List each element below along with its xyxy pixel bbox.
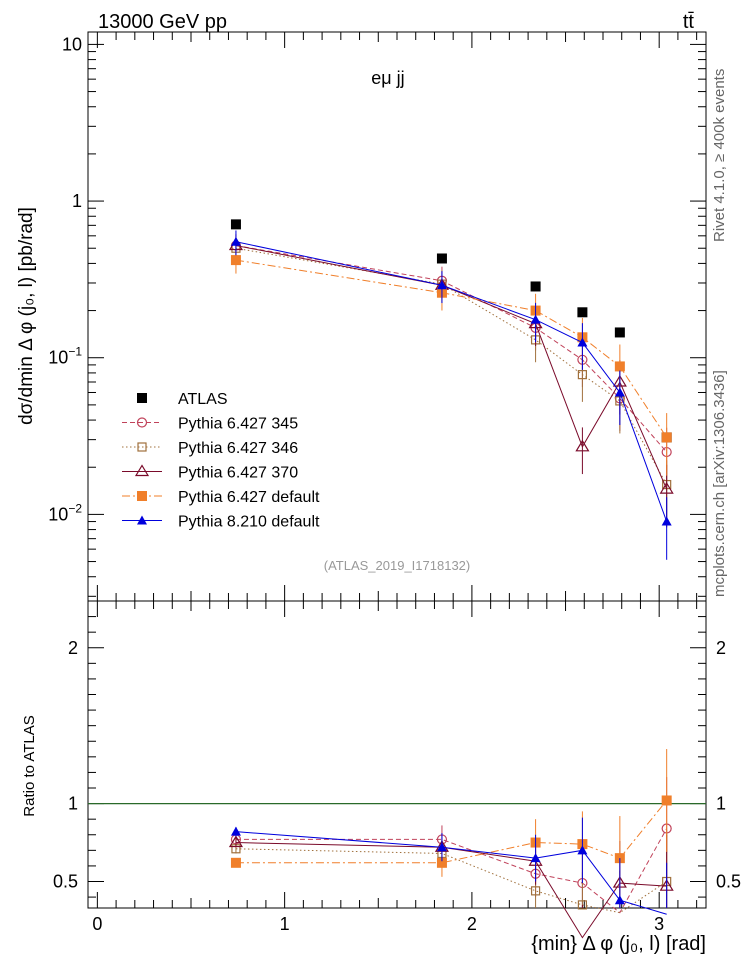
series-line	[235, 247, 668, 485]
collision-label: 13000 GeV pp	[98, 11, 227, 33]
ratio-point	[614, 895, 625, 905]
ratio-series-4	[230, 817, 668, 915]
series-line	[235, 245, 668, 453]
x-tick-label: 0	[92, 914, 102, 934]
ratio-axis-ticks: 0 1 2 3 0.5 0.5 1 1 2 2	[53, 601, 741, 934]
ratio-y-tick-label: 2	[68, 638, 78, 658]
legend-entry: ATLAS	[137, 391, 228, 408]
main-axis-ticks: 10−2 10−1 1 10	[48, 32, 706, 601]
series-3	[228, 234, 674, 528]
ratio-series-2	[228, 833, 674, 939]
legend-marker	[136, 417, 148, 428]
data-point	[614, 361, 625, 372]
ratio-y-tick-label-right: 0.5	[716, 872, 741, 892]
x-axis-label: {min} Δ φ (j₀, l) [rad]	[531, 933, 706, 955]
data-point	[530, 281, 541, 292]
ratio-series-3	[230, 749, 672, 901]
legend-label: Pythia 6.427 346	[178, 440, 298, 457]
analysis-label: (ATLAS_2019_I1718132)	[324, 558, 470, 573]
legend-entry: Pythia 6.427 370	[122, 464, 298, 482]
legend-entry: Pythia 6.427 346	[122, 440, 298, 457]
main-y-tick-label: 10	[62, 34, 82, 54]
ratio-series-0	[230, 777, 672, 914]
legend-marker	[137, 442, 147, 452]
ratio-y-tick-label-right: 1	[716, 794, 726, 814]
data-point	[230, 255, 241, 266]
data-point	[577, 337, 588, 347]
legend-label: Pythia 6.427 345	[178, 416, 298, 433]
data-point	[661, 516, 672, 526]
process-label: tt̄	[683, 11, 695, 33]
data-point	[614, 387, 625, 397]
legend-entry: Pythia 8.210 default	[122, 514, 320, 531]
legend-marker	[134, 464, 150, 477]
ratio-series-1	[231, 830, 672, 914]
legend-label: ATLAS	[178, 391, 228, 408]
series-line	[235, 259, 668, 438]
ratio-line	[235, 828, 668, 914]
data-point	[230, 219, 241, 230]
ratio-point	[436, 842, 447, 852]
main-series-group	[228, 219, 674, 560]
legend-entry: Pythia 6.427 345	[122, 416, 298, 433]
series-line	[235, 241, 668, 522]
ratio-y-tick-label: 0.5	[53, 872, 78, 892]
ratio-y-axis-label: Ratio to ATLAS	[21, 715, 38, 816]
ratio-line	[235, 842, 667, 939]
data-point	[530, 314, 541, 324]
data-point	[614, 327, 625, 338]
legend-label: Pythia 6.427 370	[178, 465, 298, 482]
x-tick-label: 2	[467, 914, 477, 934]
x-tick-label: 3	[654, 914, 664, 934]
legend-marker	[137, 515, 147, 525]
series-line	[235, 245, 668, 490]
ratio-line	[235, 800, 668, 864]
data-point	[659, 481, 674, 494]
ratio-point	[230, 826, 241, 836]
main-y-axis-label: dσ/dmin Δ φ (j₀, l) [pb/rad]	[16, 207, 37, 425]
data-point	[575, 439, 590, 452]
ratio-point	[228, 835, 244, 848]
series-5	[230, 230, 672, 560]
data-point	[230, 236, 241, 246]
main-title: eμ jj	[371, 68, 404, 88]
ratio-point	[530, 886, 541, 896]
ratio-point	[230, 857, 241, 868]
legend-entry: Pythia 6.427 default	[122, 489, 320, 506]
data-point	[577, 370, 588, 380]
ratio-point	[661, 795, 672, 806]
data-point	[436, 253, 447, 264]
ratio-point	[530, 853, 541, 863]
legend: ATLAS Pythia 6.427 345 Pythia 6.427 346 Pyt…	[122, 391, 320, 531]
legend-marker	[137, 393, 147, 403]
ratio-panel-frame	[87, 600, 707, 909]
main-y-tick-label: 10−1	[48, 345, 82, 368]
main-y-tick-label: 1	[72, 191, 82, 211]
data-point	[436, 280, 447, 290]
legend-label: Pythia 8.210 default	[178, 514, 320, 531]
ratio-y-tick-label-right: 2	[716, 638, 726, 658]
ratio-line	[235, 831, 667, 915]
ratio-point	[577, 900, 588, 910]
data-point	[577, 307, 588, 318]
x-tick-label: 1	[280, 914, 290, 934]
legend-label: Pythia 6.427 default	[178, 489, 320, 506]
ratio-point	[577, 845, 588, 855]
mcplots-label: mcplots.cern.ch [arXiv:1306.3436]	[711, 370, 728, 597]
series-0	[230, 219, 672, 443]
ratio-point	[436, 857, 447, 868]
ratio-line	[235, 848, 667, 914]
data-point	[661, 432, 672, 443]
main-y-tick-label: 10−2	[48, 501, 82, 524]
ratio-series-group	[228, 749, 674, 939]
ratio-y-tick-label: 1	[68, 794, 78, 814]
rivet-label: Rivet 4.1.0, ≥ 400k events	[711, 69, 728, 242]
legend-marker	[137, 491, 147, 501]
